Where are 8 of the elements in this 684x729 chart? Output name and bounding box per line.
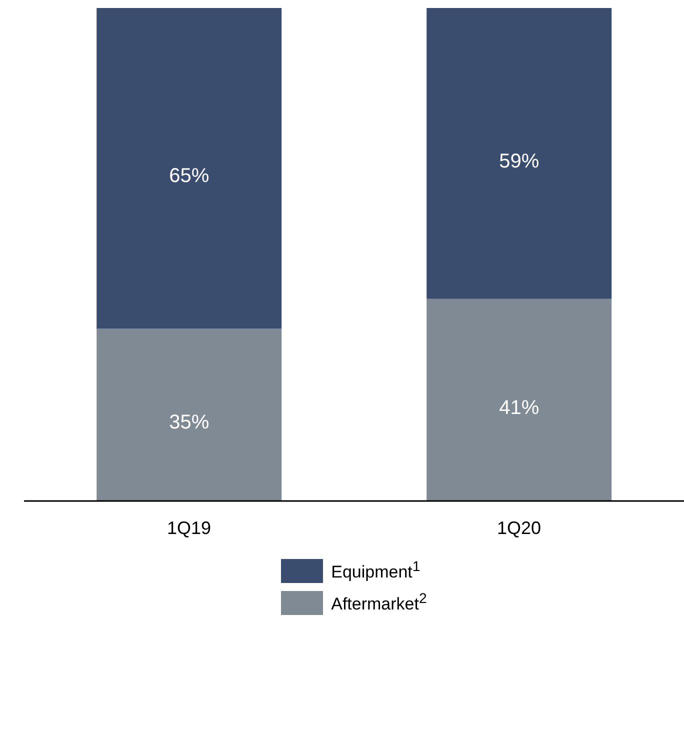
- data-label: 35%: [169, 412, 210, 434]
- data-label: 59%: [499, 150, 540, 172]
- x-tick-label: 1Q20: [496, 518, 542, 538]
- legend-label: Aftermarket$^{2}$: [331, 591, 427, 615]
- legend-label: Equipment$^{1}$: [331, 559, 420, 583]
- data-label: 41%: [499, 396, 540, 419]
- data-label: 65%: [169, 165, 210, 188]
- x-tick-label: 1Q19: [166, 518, 212, 538]
